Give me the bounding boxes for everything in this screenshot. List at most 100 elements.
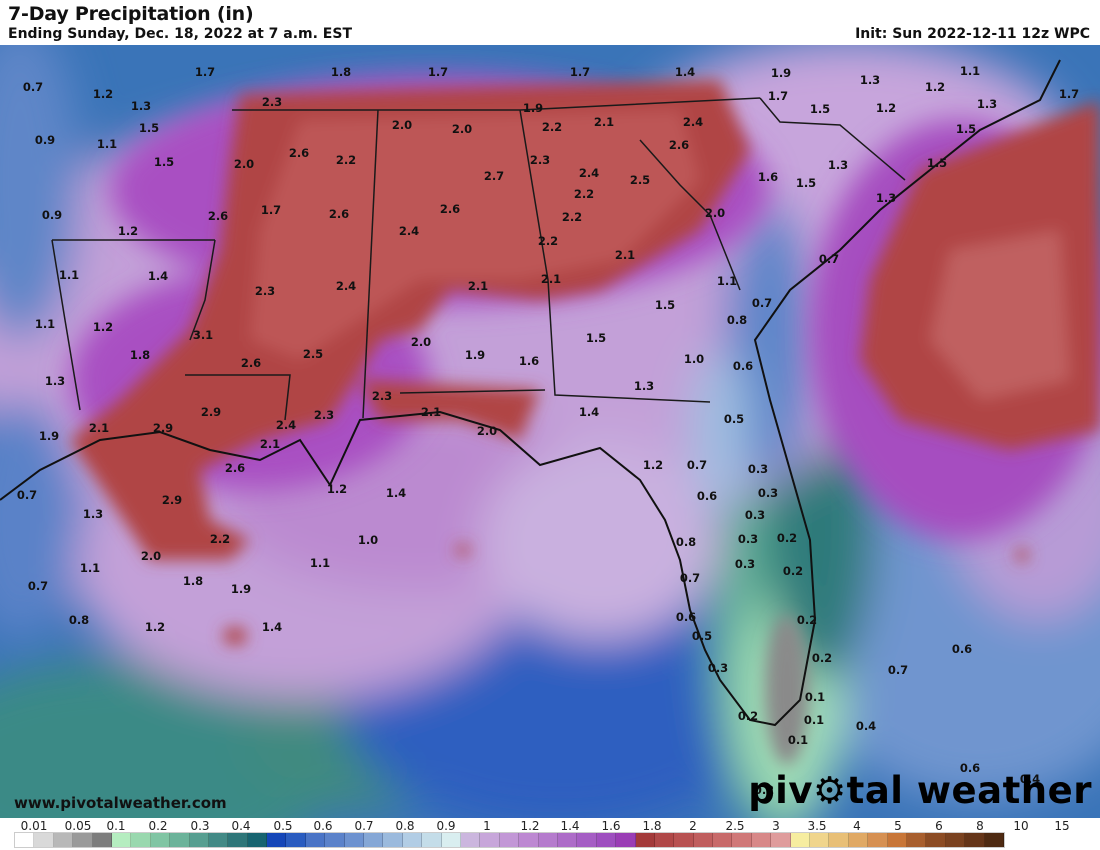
colorbar-swatch bbox=[693, 833, 714, 847]
brand-text-start: piv bbox=[748, 769, 813, 812]
precip-value-label: 1.4 bbox=[578, 405, 600, 419]
precip-value-label: 1.3 bbox=[859, 73, 881, 87]
precip-value-label: 0.2 bbox=[776, 531, 798, 545]
precip-value-label: 2.6 bbox=[207, 209, 229, 223]
precip-value-label: 0.3 bbox=[737, 532, 759, 546]
precip-value-label: 2.4 bbox=[578, 166, 600, 180]
precip-value-label: 0.3 bbox=[747, 462, 769, 476]
colorbar-tick-label: 1.2 bbox=[520, 819, 540, 833]
colorbar-swatch bbox=[92, 833, 112, 847]
precip-value-label: 2.9 bbox=[161, 493, 183, 507]
precip-value-label: 1.7 bbox=[767, 89, 789, 103]
map-header: 7-Day Precipitation (in) Ending Sunday, … bbox=[0, 0, 1100, 45]
colorbar-swatch bbox=[111, 833, 132, 847]
colorbar-tick-label: 8 bbox=[976, 819, 984, 833]
precip-value-label: 1.8 bbox=[129, 348, 151, 362]
precipitation-map[interactable]: 0.7 1.2 1.7 1.8 1.7 1.7 1.4 1.9 1.3 1.1 1.2 1.7 1.3 2… bbox=[0, 45, 1100, 818]
colorbar-swatch bbox=[305, 833, 326, 847]
precip-value-label: 1.2 bbox=[117, 224, 139, 238]
colorbar-swatch bbox=[557, 833, 578, 847]
precip-value-label: 1.0 bbox=[683, 352, 705, 366]
precip-value-label: 0.7 bbox=[751, 296, 773, 310]
colorbar-swatch bbox=[267, 833, 287, 847]
colorbar-tick-label: 0.1 bbox=[106, 819, 126, 833]
precip-value-label: 0.7 bbox=[22, 80, 44, 94]
precip-value-label: 1.5 bbox=[138, 121, 160, 135]
colorbar-tick-label: 15 bbox=[1054, 819, 1070, 833]
gear-icon: ⚙ bbox=[812, 769, 847, 812]
precip-value-label: 1.7 bbox=[427, 65, 449, 79]
map-title: 7-Day Precipitation (in) bbox=[8, 3, 254, 25]
brand-text-end: tal weather bbox=[846, 769, 1092, 812]
colorbar-tick-label: 2.5 bbox=[725, 819, 745, 833]
colorbar-swatch bbox=[984, 833, 1004, 847]
precip-value-label: 2.6 bbox=[328, 207, 350, 221]
precip-value-label: 1.8 bbox=[330, 65, 352, 79]
precip-value-label: 2.6 bbox=[668, 138, 690, 152]
colorbar-tick-label: 3 bbox=[772, 819, 780, 833]
precip-value-label: 2.0 bbox=[140, 549, 162, 563]
coastline bbox=[0, 59, 1061, 727]
precip-value-label: 1.6 bbox=[518, 354, 540, 368]
colorbar-tick-label: 3.5 bbox=[807, 819, 827, 833]
precip-value-label: 2.3 bbox=[261, 95, 283, 109]
precip-value-label: 2.5 bbox=[302, 347, 324, 361]
precip-value-label: 2.1 bbox=[420, 405, 442, 419]
colorbar-tick-label: 0.9 bbox=[436, 819, 456, 833]
precip-value-label: 0.1 bbox=[803, 713, 825, 727]
precip-value-label: 2.1 bbox=[593, 115, 615, 129]
colorbar-swatch bbox=[577, 833, 597, 847]
precip-value-label: 2.3 bbox=[529, 153, 551, 167]
colorbar-swatch bbox=[635, 833, 655, 847]
colorbar-swatch bbox=[771, 833, 791, 847]
precip-value-label: 1.7 bbox=[1058, 87, 1080, 101]
colorbar-tick-label: 0.5 bbox=[273, 819, 293, 833]
colorbar-tick-label: 1.8 bbox=[642, 819, 662, 833]
colorbar-swatch bbox=[674, 833, 694, 847]
precip-value-label: 0.6 bbox=[696, 489, 718, 503]
precip-value-label: 1.7 bbox=[569, 65, 591, 79]
colorbar-swatch bbox=[945, 833, 966, 847]
colorbar-swatch bbox=[460, 833, 481, 847]
colorbar-tick-label: 0.8 bbox=[395, 819, 415, 833]
colorbar-swatch bbox=[810, 833, 830, 847]
model-init-time: Init: Sun 2022-12-11 12z WPC bbox=[855, 26, 1090, 42]
precip-value-label: 0.2 bbox=[737, 709, 759, 723]
precip-value-label: 2.1 bbox=[540, 272, 562, 286]
precip-value-label: 2.0 bbox=[451, 122, 473, 136]
precip-value-label: 2.7 bbox=[483, 169, 505, 183]
colorbar-swatch bbox=[53, 833, 74, 847]
precip-value-label: 1.2 bbox=[924, 80, 946, 94]
precip-value-label: 0.7 bbox=[686, 458, 708, 472]
precip-value-label: 1.7 bbox=[194, 65, 216, 79]
colorbar-swatch bbox=[848, 833, 869, 847]
precip-value-label: 1.1 bbox=[58, 268, 80, 282]
colorbar-tick-label: 0.7 bbox=[354, 819, 374, 833]
colorbar-tick-label: 0.4 bbox=[231, 819, 251, 833]
colorbar-swatch bbox=[868, 833, 888, 847]
precip-value-label: 2.0 bbox=[410, 335, 432, 349]
precip-value-label: 0.7 bbox=[16, 488, 38, 502]
precip-value-label: 0.7 bbox=[27, 579, 49, 593]
precip-value-label: 1.5 bbox=[585, 331, 607, 345]
precip-value-label: 0.9 bbox=[34, 133, 56, 147]
state-borders bbox=[51, 97, 906, 421]
colorbar-swatch bbox=[170, 833, 190, 847]
precip-value-label: 2.6 bbox=[240, 356, 262, 370]
precip-value-label: 1.5 bbox=[654, 298, 676, 312]
colorbar-swatch bbox=[422, 833, 442, 847]
precip-value-label: 1.1 bbox=[96, 137, 118, 151]
colorbar-swatch bbox=[208, 833, 229, 847]
precip-value-label: 1.5 bbox=[153, 155, 175, 169]
precip-value-label: 2.6 bbox=[224, 461, 246, 475]
precip-value-label: 0.5 bbox=[723, 412, 745, 426]
precip-value-label: 1.3 bbox=[633, 379, 655, 393]
precip-value-label: 2.1 bbox=[88, 421, 110, 435]
precip-value-label: 1.9 bbox=[464, 348, 486, 362]
colorbar-swatch bbox=[596, 833, 617, 847]
precip-value-label: 1.1 bbox=[959, 64, 981, 78]
precip-value-label: 1.3 bbox=[44, 374, 66, 388]
precip-value-label: 0.4 bbox=[855, 719, 877, 733]
colorbar-swatch bbox=[131, 833, 151, 847]
colorbar-swatch bbox=[228, 833, 248, 847]
